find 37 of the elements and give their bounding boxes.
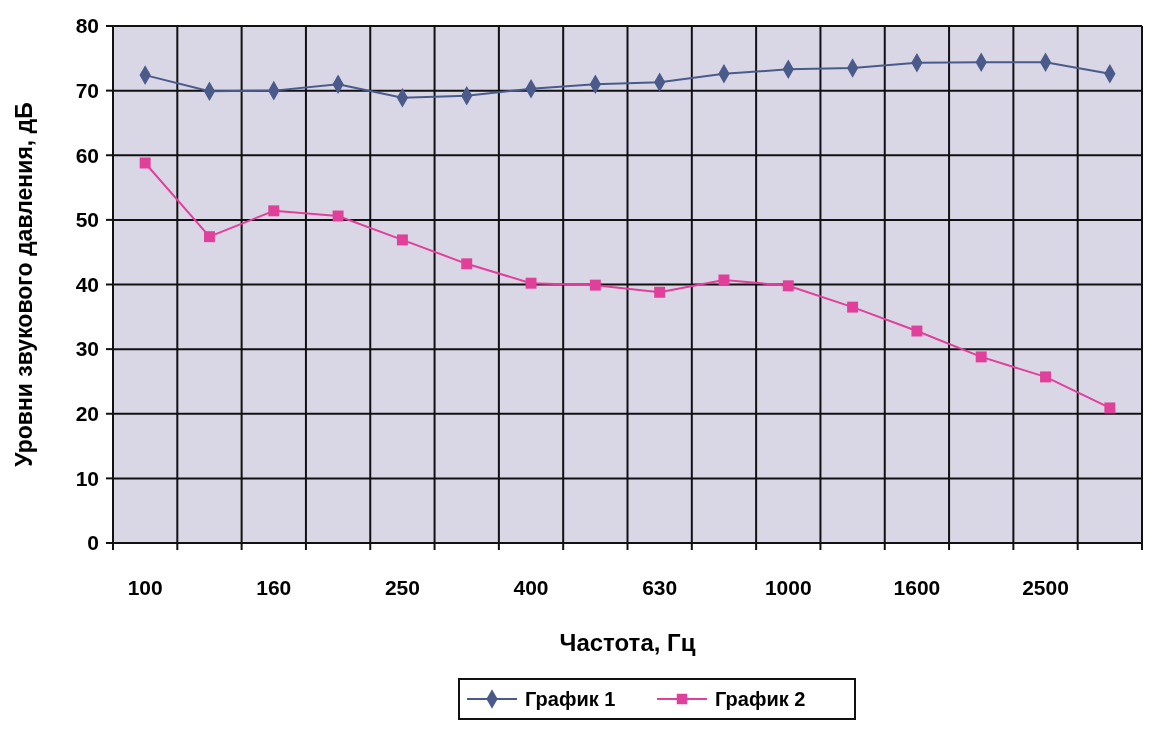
point — [782, 280, 794, 292]
point — [396, 234, 408, 246]
x-tick-label: 2500 — [1022, 576, 1069, 599]
point — [911, 325, 923, 337]
y-tick-label: 0 — [87, 531, 99, 555]
y-tick-label: 20 — [75, 402, 99, 426]
point — [718, 274, 730, 286]
x-tick-label: 630 — [642, 576, 678, 599]
x-tick-label: 1000 — [764, 576, 812, 599]
point — [461, 258, 473, 270]
y-tick-label: 40 — [75, 272, 99, 296]
point — [139, 157, 151, 169]
y-tick-label: 70 — [75, 78, 99, 102]
x-tick-label: 400 — [513, 576, 549, 599]
y-tick-label: 80 — [75, 14, 99, 38]
x-tick-label: 100 — [127, 576, 163, 599]
legend-label: График 1 — [525, 688, 616, 710]
point — [654, 286, 666, 298]
y-tick-label: 10 — [75, 466, 99, 490]
point — [203, 231, 215, 243]
point — [589, 279, 601, 291]
point — [268, 205, 280, 217]
point — [1040, 371, 1052, 383]
y-axis-title: Уровни звукового давления, дБ — [11, 102, 37, 467]
x-tick-label: 1600 — [893, 576, 941, 599]
y-tick-label: 50 — [75, 208, 99, 232]
y-tick-label: 60 — [75, 143, 99, 167]
x-axis-title: Частота, Гц — [559, 629, 696, 656]
point — [525, 277, 537, 289]
point — [1104, 402, 1116, 414]
point — [847, 301, 859, 313]
point — [975, 351, 987, 363]
x-tick-label: 250 — [384, 576, 420, 599]
legend-label: График 2 — [715, 688, 806, 710]
y-tick-label: 30 — [75, 337, 99, 361]
point — [332, 210, 344, 222]
x-tick-label: 160 — [256, 576, 292, 599]
